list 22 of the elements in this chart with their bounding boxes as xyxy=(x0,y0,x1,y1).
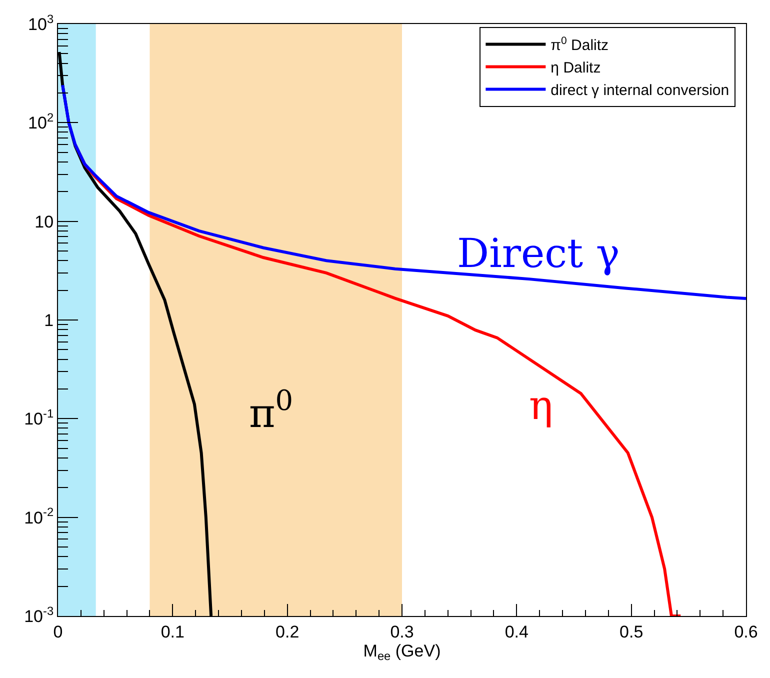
y-tick-label: 10$^{-2}$ xyxy=(24,505,54,528)
line-series xyxy=(61,84,746,300)
annotation: Direct γ xyxy=(457,231,620,277)
y-tick-label: 10$^{-3}$ xyxy=(24,604,54,626)
x-tick-label: 0.2 xyxy=(276,622,300,642)
x-tick-label: 0.1 xyxy=(160,622,184,642)
x-axis-title: M$_{ee}$ (GeV) xyxy=(363,641,441,663)
x-tick-label: 0 xyxy=(53,622,63,642)
y-tick-label: 10$^{2}$ xyxy=(28,110,54,133)
y-tick-label: 1 xyxy=(44,310,54,330)
legend-label: direct γ internal conversion xyxy=(550,82,730,100)
y-tick-label: 10$^{3}$ xyxy=(28,12,54,34)
annotation: η xyxy=(529,383,553,429)
y-tick-label: 10 xyxy=(34,212,54,232)
x-tick-label: 0.6 xyxy=(734,622,758,642)
y-tick-label: 10$^{-1}$ xyxy=(24,406,54,429)
legend-label: π$^{0}$ Dalitz xyxy=(550,34,609,54)
x-tick-label: 0.5 xyxy=(620,622,644,642)
legend-label: η Dalitz xyxy=(550,60,601,77)
x-tick-label: 0.4 xyxy=(504,622,528,642)
annotation: π$^{0}$ xyxy=(249,384,294,437)
x-tick-label: 0.3 xyxy=(390,622,414,642)
